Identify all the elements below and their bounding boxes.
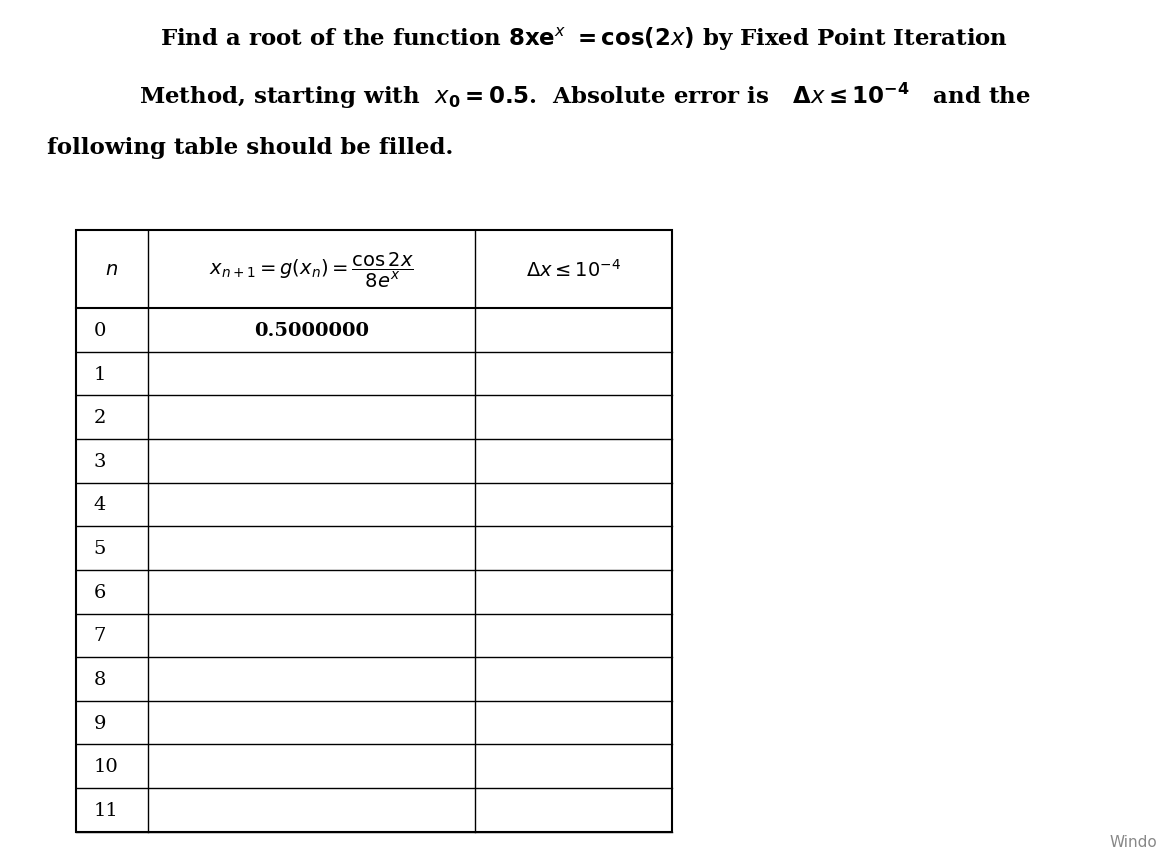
Text: 8: 8 <box>94 670 106 688</box>
Text: 2: 2 <box>94 409 106 426</box>
Text: 0.5000000: 0.5000000 <box>254 322 369 339</box>
Text: 4: 4 <box>94 496 106 514</box>
Text: 0: 0 <box>94 322 106 339</box>
Text: 1: 1 <box>94 365 106 383</box>
Text: 10: 10 <box>94 757 118 775</box>
Text: 9: 9 <box>94 714 106 732</box>
Text: 7: 7 <box>94 627 106 645</box>
Text: Find a root of the function $\mathbf{8xe^{\mathit{x}}}$ $\mathbf{= cos(2\mathit{: Find a root of the function $\mathbf{8xe… <box>160 26 1009 53</box>
Text: $\Delta x \leq 10^{-4}$: $\Delta x \leq 10^{-4}$ <box>526 258 622 281</box>
Text: Windo: Windo <box>1109 833 1157 849</box>
Text: following table should be filled.: following table should be filled. <box>47 136 454 159</box>
Text: $n$: $n$ <box>105 260 118 279</box>
Text: $x_{n+1} = g(x_n) = \dfrac{\cos 2x}{8e^x}$: $x_{n+1} = g(x_n) = \dfrac{\cos 2x}{8e^x… <box>209 250 414 289</box>
Text: 3: 3 <box>94 452 106 470</box>
Bar <box>76 230 672 832</box>
Text: 5: 5 <box>94 539 106 557</box>
Text: 6: 6 <box>94 583 106 601</box>
Text: 11: 11 <box>94 801 118 819</box>
Text: Method, starting with  $\mathbf{\mathit{x}_0 = 0.5}$.  Absolute error is   $\mat: Method, starting with $\mathbf{\mathit{x… <box>139 81 1030 111</box>
